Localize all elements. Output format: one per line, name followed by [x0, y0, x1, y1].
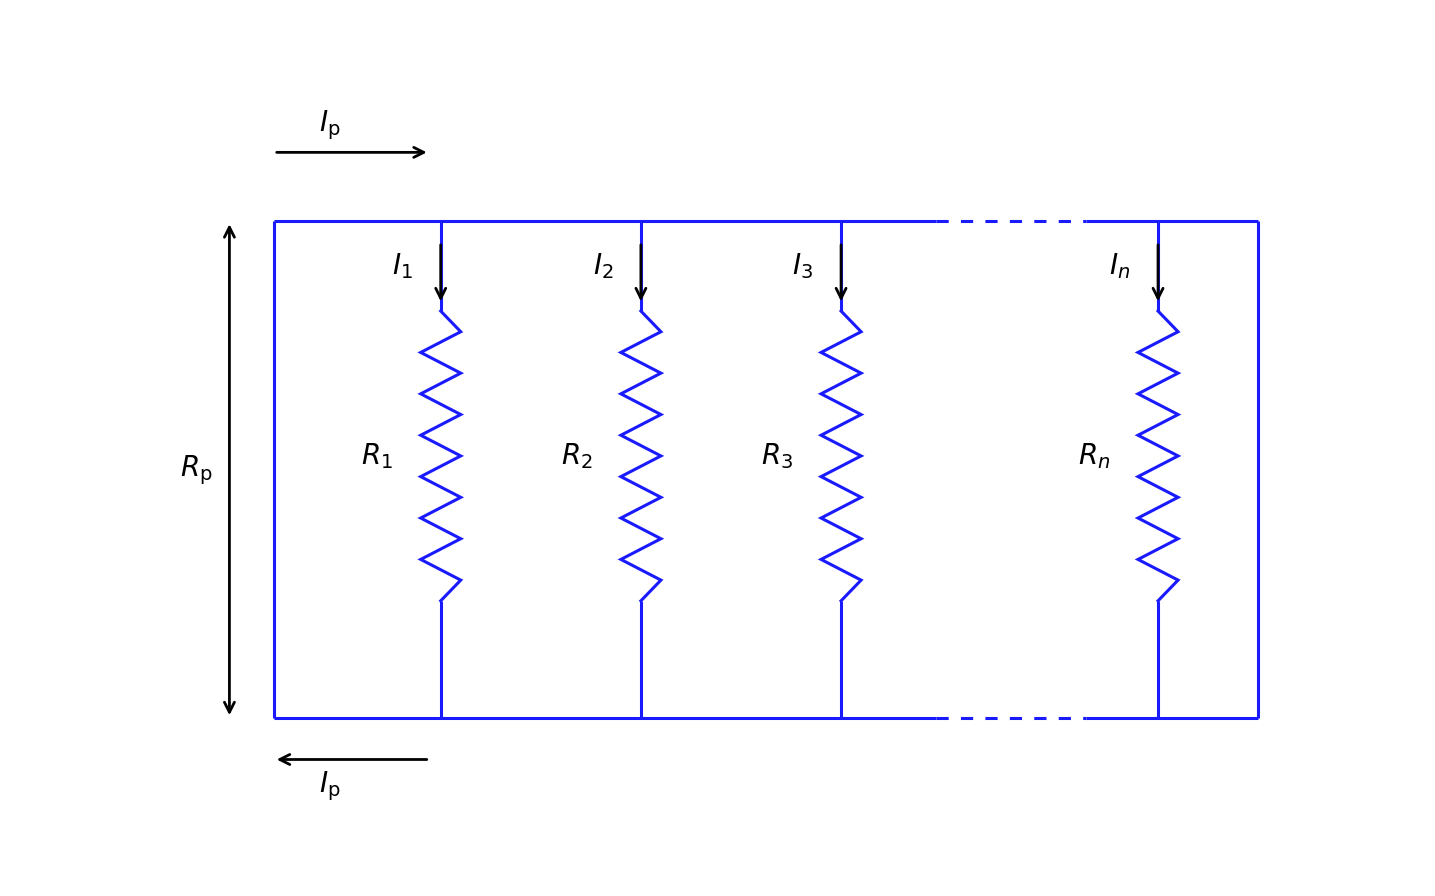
Text: $\mathit{I}_{n}$: $\mathit{I}_{n}$	[1109, 251, 1131, 281]
Text: $\mathit{R}_{3}$: $\mathit{R}_{3}$	[761, 441, 794, 470]
Text: $\mathit{I}_{1}$: $\mathit{I}_{1}$	[392, 251, 413, 281]
Text: $\mathit{R}_{2}$: $\mathit{R}_{2}$	[561, 441, 593, 470]
Text: $\mathit{R}_{1}$: $\mathit{R}_{1}$	[362, 441, 393, 470]
Text: $\mathit{I}_{2}$: $\mathit{I}_{2}$	[593, 251, 613, 281]
Text: $\mathit{I}_{\mathrm{p}}$: $\mathit{I}_{\mathrm{p}}$	[319, 770, 340, 804]
Text: $\mathit{R}_{n}$: $\mathit{R}_{n}$	[1078, 441, 1111, 470]
Text: $\mathit{R}_{\mathrm{p}}$: $\mathit{R}_{\mathrm{p}}$	[181, 452, 212, 487]
Text: $\mathit{I}_{3}$: $\mathit{I}_{3}$	[792, 251, 814, 281]
Text: $\mathit{I}_{\mathrm{p}}$: $\mathit{I}_{\mathrm{p}}$	[319, 108, 340, 142]
